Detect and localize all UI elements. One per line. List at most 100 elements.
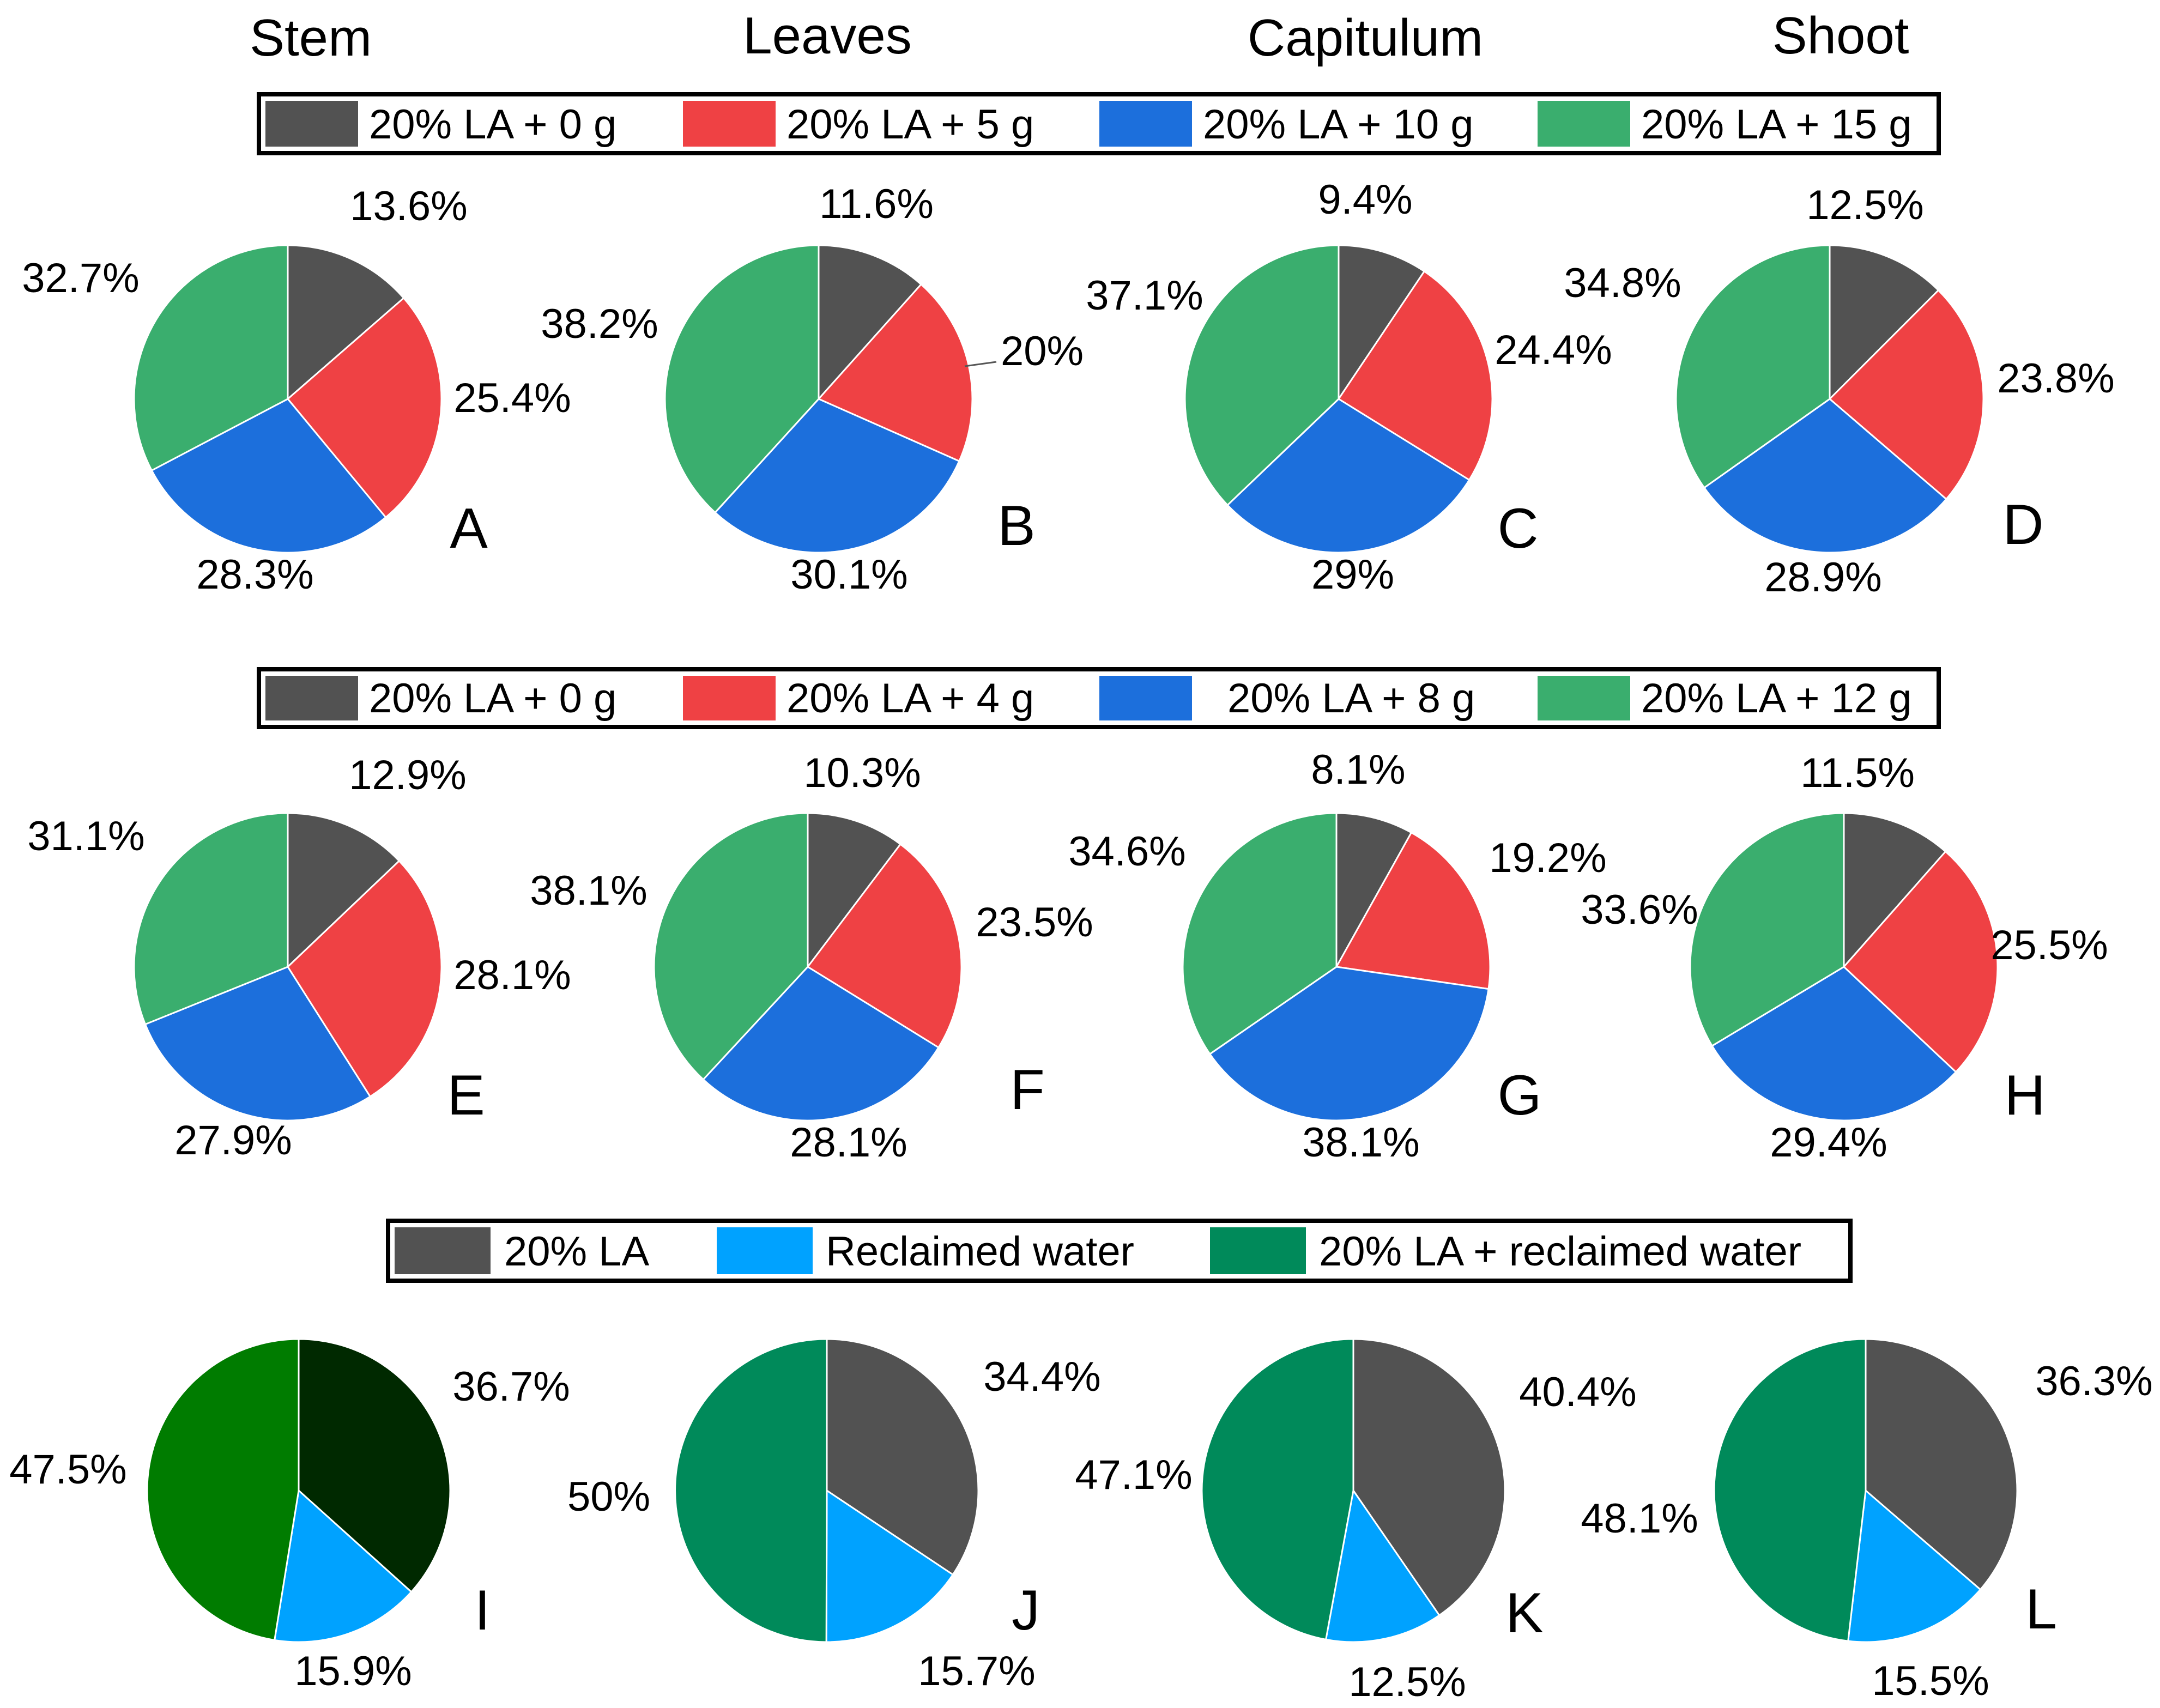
- panel-letter-c: C: [1497, 497, 1538, 560]
- data-label-c: 37.1%: [1086, 272, 1203, 319]
- panel-letter-g: G: [1498, 1064, 1542, 1127]
- panel-letter-d: D: [2002, 493, 2043, 556]
- data-label-h: 11.5%: [1800, 750, 1915, 796]
- pie-panel-l: 36.3% 15.5% 48.1% L: [1581, 1338, 2153, 1704]
- data-label-a: 13.6%: [350, 183, 468, 229]
- pie-slice-c-20-la-15-g: [1184, 244, 1340, 506]
- pie-panel-a: 13.6% 25.4% 28.3% 32.7% A: [22, 183, 571, 598]
- pie-slice-f-20-la-12-g: [653, 812, 809, 1081]
- pie-slice-j-reclaimed-water: [825, 1489, 954, 1643]
- pie-slice-f-20-la-8-g: [702, 966, 940, 1122]
- pie-panel-d: 12.5% 23.8% 28.9% 34.8% D: [1564, 182, 2115, 601]
- panel-letter-f: F: [1010, 1058, 1045, 1122]
- pie-slice-b-20-la-10-g: [714, 398, 960, 554]
- pie-slice-d-20-la-10-g: [1703, 398, 1947, 554]
- panel-letter-h: H: [2004, 1064, 2045, 1127]
- data-label-i: 36.7%: [452, 1364, 570, 1410]
- pie-slice-b-20-la-0-g: [818, 244, 922, 400]
- pie-slice-e-20-la-8-g: [144, 966, 371, 1122]
- legend-swatch-la-10g: [1099, 101, 1192, 147]
- pie-slice-b-20-la-15-g: [664, 244, 820, 513]
- legend-swatch-la-0g: [265, 676, 358, 720]
- pie-panel-c: 9.4% 24.4% 29% 37.1% C: [1086, 177, 1612, 598]
- data-label-c: 29%: [1311, 552, 1394, 598]
- pie-slice-k-20-la-reclaimed-water: [1201, 1338, 1354, 1640]
- data-label-g: 34.6%: [1068, 828, 1186, 875]
- legend-label-la-8g: 20% LA + 8 g: [1227, 675, 1475, 722]
- legend-swatch-la-12g: [1538, 676, 1630, 720]
- data-label-e: 12.9%: [349, 752, 467, 798]
- pie-slice-h-20-la-4-g: [1843, 850, 1999, 1073]
- pie-slice-a-20-la-15-g: [133, 244, 289, 471]
- data-label-f: 38.1%: [530, 868, 648, 914]
- pie-slice-f-20-la-4-g: [807, 843, 963, 1049]
- panel-letter-b: B: [997, 494, 1035, 558]
- data-label-i: 15.9%: [294, 1648, 412, 1694]
- column-headers: Stem Leaves Capitulum Shoot: [250, 7, 1909, 67]
- column-header-leaves: Leaves: [743, 7, 912, 65]
- pie-slice-l-20-la-reclaimed-water: [1713, 1338, 1867, 1642]
- column-header-shoot: Shoot: [1772, 7, 1909, 65]
- pie-slice-g-20-la-4-g: [1335, 832, 1491, 990]
- legend-swatch-reclaimed-water: [717, 1227, 813, 1274]
- legend-label-la-5g: 20% LA + 5 g: [786, 101, 1034, 148]
- panel-letter-e: E: [447, 1064, 485, 1127]
- pie-panel-j: 34.4% 15.7% 50% J: [567, 1338, 1101, 1694]
- data-label-k: 47.1%: [1075, 1452, 1193, 1498]
- data-label-d: 23.8%: [1997, 355, 2115, 402]
- data-label-j: 34.4%: [983, 1354, 1101, 1400]
- legend-group-2: 20% LA + 0 g 20% LA + 4 g 20% LA + 8 g 2…: [257, 667, 1941, 729]
- data-label-k: 12.5%: [1348, 1659, 1466, 1705]
- pie-panel-i: 36.7% 15.9% 47.5% I: [9, 1338, 570, 1694]
- data-label-j: 50%: [567, 1474, 650, 1520]
- pie-slice-c-20-la-10-g: [1226, 398, 1471, 554]
- data-label-l: 15.5%: [1872, 1658, 1989, 1704]
- legend-swatch-la: [395, 1227, 491, 1274]
- panel-letter-j: J: [1012, 1579, 1040, 1642]
- panel-letter-k: K: [1505, 1582, 1543, 1645]
- pie-slice-c-20-la-5-g: [1338, 270, 1493, 481]
- legend-swatch-la-5g: [683, 101, 776, 147]
- data-label-g: 8.1%: [1311, 747, 1405, 793]
- legend-swatch-la-0g: [265, 101, 358, 147]
- legend-label-reclaimed-water: Reclaimed water: [826, 1228, 1134, 1275]
- legend-frame: [257, 667, 1941, 729]
- legend-group-3: 20% LA Reclaimed water 20% LA + reclaime…: [386, 1219, 1853, 1283]
- legend-swatch-la-15g: [1538, 101, 1630, 147]
- pie-panel-g: 8.1% 19.2% 38.1% 34.6% G: [1068, 747, 1607, 1166]
- pie-slice-f-20-la-0-g: [807, 812, 901, 968]
- data-label-j: 15.7%: [918, 1648, 1036, 1694]
- legend-label-la-0g: 20% LA + 0 g: [369, 101, 616, 148]
- data-label-b: 20%: [1001, 328, 1084, 374]
- pie-slice-l-reclaimed-water: [1847, 1489, 1981, 1643]
- column-header-stem: Stem: [250, 9, 372, 67]
- data-label-k: 40.4%: [1519, 1369, 1637, 1415]
- panel-letter-l: L: [2025, 1578, 2057, 1641]
- label-leader-line: [964, 361, 997, 367]
- legend-label-la-12g: 20% LA + 12 g: [1641, 675, 1912, 722]
- pie-slice-j-20-la-reclaimed-water: [674, 1338, 828, 1643]
- legend-label-la-reclaimed-water: 20% LA + reclaimed water: [1319, 1228, 1801, 1275]
- data-label-b: 30.1%: [790, 552, 908, 598]
- pie-slice-d-20-la-15-g: [1675, 244, 1831, 489]
- pie-panel-f: 10.3% 23.5% 28.1% 38.1% F: [530, 750, 1093, 1166]
- pie-slice-i-reclaimed-water: [274, 1489, 413, 1643]
- data-label-g: 38.1%: [1302, 1119, 1420, 1166]
- data-label-c: 24.4%: [1495, 327, 1612, 373]
- pie-slice-h-20-la-0-g: [1843, 812, 1946, 968]
- pie-panel-h: 11.5% 25.5% 29.4% 33.6% H: [1581, 750, 2108, 1166]
- legend-swatch-la-reclaimed-water: [1210, 1227, 1306, 1274]
- data-label-d: 12.5%: [1806, 182, 1924, 228]
- legend-label-la-0g: 20% LA + 0 g: [369, 675, 616, 722]
- data-label-a: 28.3%: [196, 552, 314, 598]
- legend-label-la-15g: 20% LA + 15 g: [1641, 101, 1912, 148]
- data-label-i: 47.5%: [9, 1446, 127, 1493]
- pie-slice-d-20-la-0-g: [1829, 244, 1939, 400]
- data-label-e: 31.1%: [27, 813, 145, 859]
- pie-slice-g-20-la-12-g: [1182, 812, 1338, 1055]
- pie-slice-h-20-la-12-g: [1689, 812, 1845, 1047]
- pie-slice-a-20-la-5-g: [287, 297, 443, 518]
- pie-slice-d-20-la-5-g: [1829, 289, 1984, 500]
- data-label-b: 11.6%: [819, 181, 934, 227]
